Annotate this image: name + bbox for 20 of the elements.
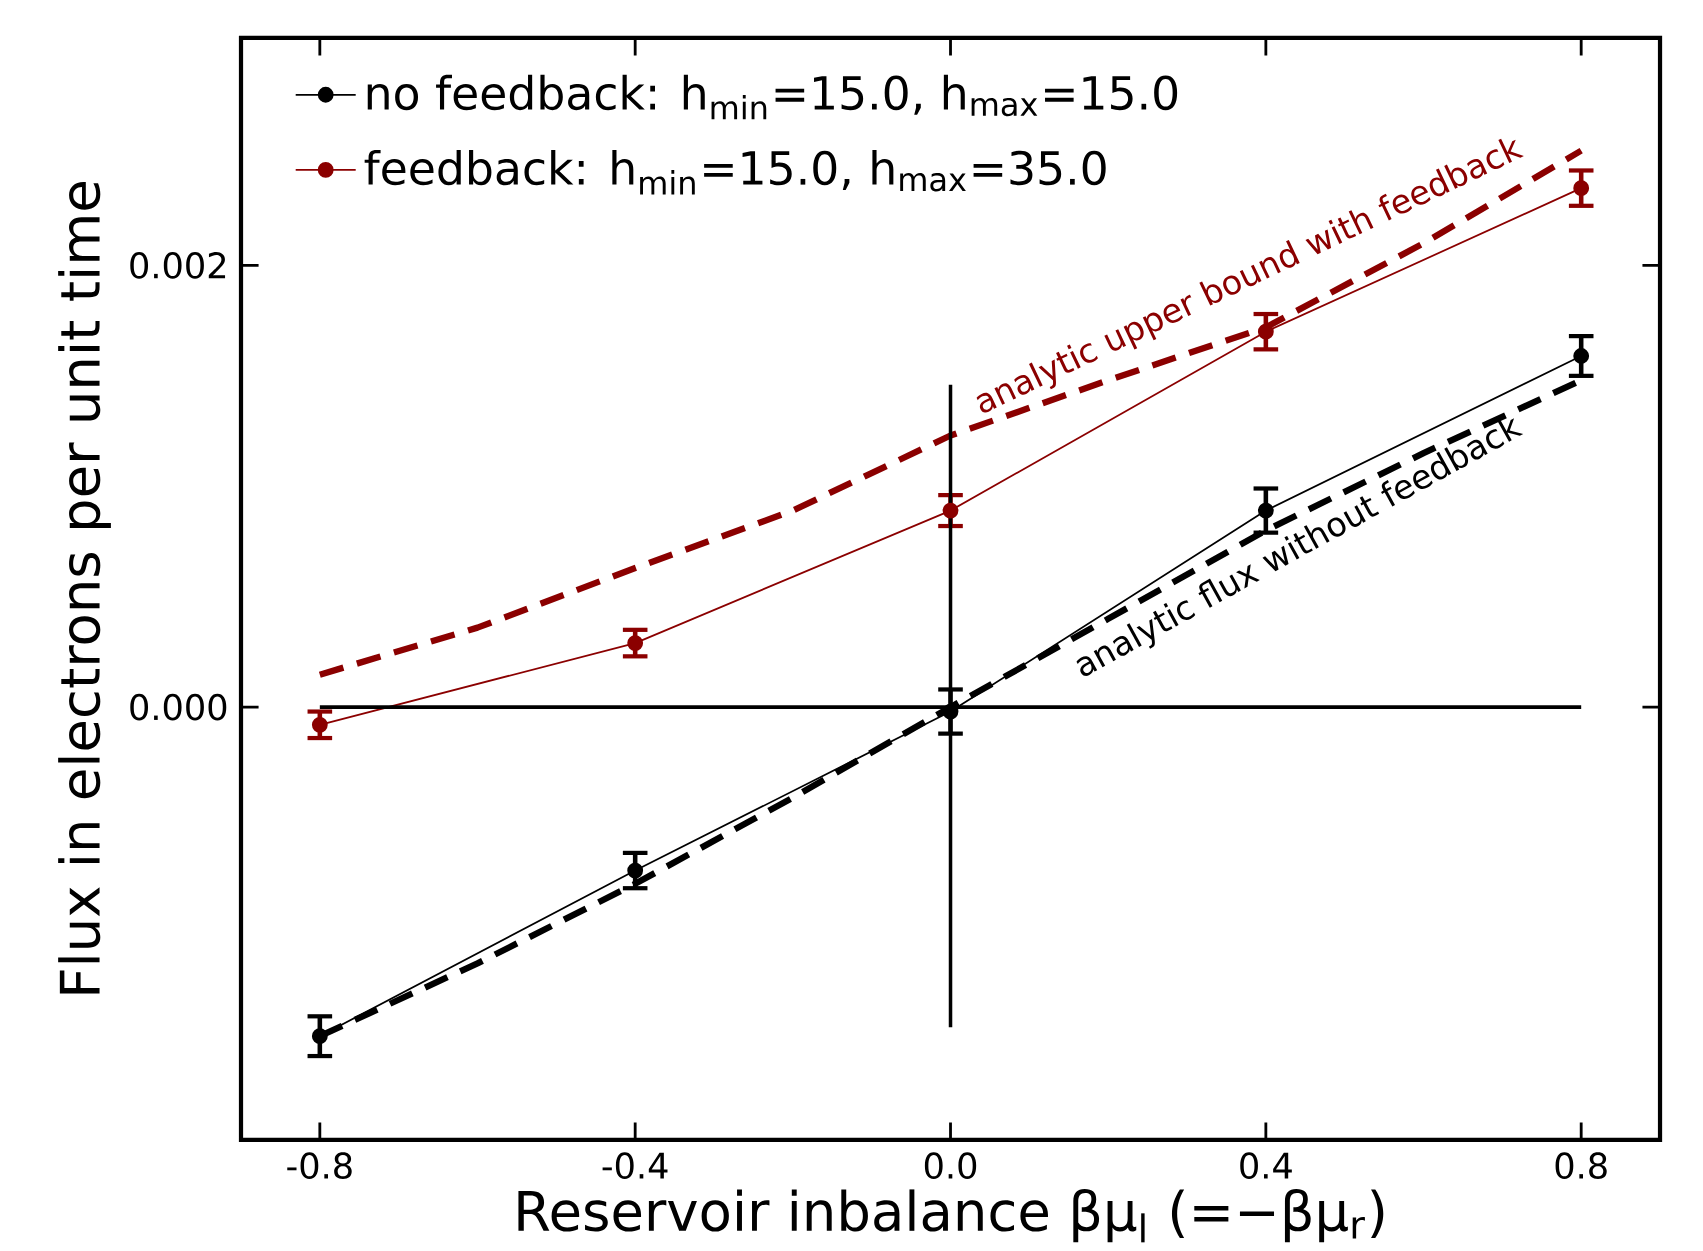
x-tick-label: 0.4 <box>1240 1152 1292 1179</box>
y-axis-title: Flux in electrons per unit time <box>58 182 111 994</box>
point <box>1573 348 1590 364</box>
x-tick-label: 0.8 <box>1555 1152 1607 1179</box>
point <box>627 635 644 651</box>
y-tick-label: 0.000 <box>130 693 227 721</box>
x-tick-label: -0.4 <box>602 1152 668 1179</box>
point <box>311 716 328 733</box>
point <box>942 703 959 720</box>
legend-label: feedback: h$_{min}$=15.0, h$_{max}$=35.0 <box>364 149 1106 195</box>
y-tick-label: 0.002 <box>130 252 226 279</box>
point <box>1257 323 1274 340</box>
point <box>942 502 959 519</box>
point <box>627 862 644 879</box>
legend-label: no feedback: h$_{min}$=15.0, h$_{max}$=15.0 <box>367 74 1178 120</box>
point <box>311 1028 328 1045</box>
point <box>1573 180 1590 197</box>
x-tick-label: -0.8 <box>287 1152 352 1179</box>
x-axis-title: Reservoir inbalance βμ$_{l}$ (=−βμ$_{r}$) <box>518 1189 1384 1243</box>
x-tick-label: 0.0 <box>924 1152 977 1179</box>
